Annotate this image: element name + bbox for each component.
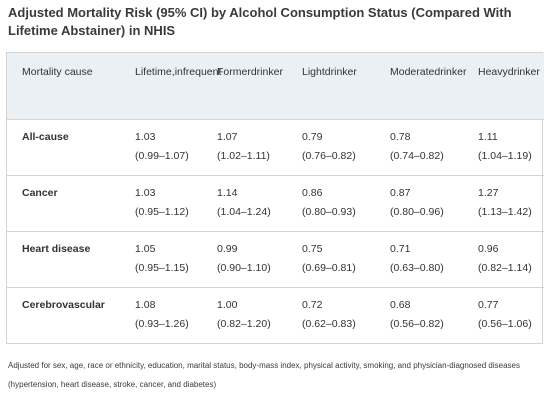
table-cell: 0.68 (0.56–0.82) (390, 298, 444, 330)
table-row: Cerebrovascular 1.08 (0.93–1.26) 1.00 (0.8… (7, 287, 544, 343)
header-former-drinker: Formerdrinker (202, 53, 287, 120)
header-light-drinker: Lightdrinker (287, 53, 375, 120)
table-cell: 0.72 (0.62–0.83) (302, 298, 356, 330)
table-header-row: Mortality cause Lifetime,infrequent Form… (7, 53, 544, 120)
header-moderate-drinker: Moderatedrinker (375, 53, 466, 120)
table-cell: 0.75 (0.69–0.81) (287, 231, 375, 288)
table-cell: 1.05 (0.95–1.15) (120, 231, 202, 288)
table-cell: 0.71 (0.63–0.80) (375, 231, 463, 288)
table-footnote: Adjusted for sex, age, race or ethnicity… (8, 361, 520, 389)
mortality-table: Mortality cause Lifetime,infrequent Form… (7, 53, 544, 343)
table-cell: 1.11 (1.04–1.19) (463, 119, 544, 176)
table-cell: 0.99 (0.90–1.10) (202, 231, 287, 288)
table-cell: 1.03 (0.95–1.12) (120, 175, 202, 232)
table-cell: 0.87 (0.80–0.96) (375, 175, 463, 232)
table-cell: 0.78 (0.74–0.82) (375, 119, 463, 176)
row-label-cerebrovascular: Cerebrovascular (22, 298, 105, 311)
table-row: Cancer 1.03 (0.95–1.12) 1.14 (1.04–1.24) 0… (7, 175, 544, 232)
row-label-heart-disease: Heart disease (7, 231, 120, 288)
table-cell: 1.14 (1.04–1.24) (202, 175, 287, 232)
table-cell: 1.00 (0.82–1.20) (217, 298, 271, 330)
row-label-all-cause: All-cause (7, 119, 120, 176)
header-heavy-drinker: Heavydrinker (463, 53, 544, 120)
table-cell: 0.86 (0.80–0.93) (287, 175, 375, 232)
table-cell: 0.96 (0.82–1.14) (463, 231, 544, 288)
header-lifetime-infrequent: Lifetime,infrequent (120, 53, 221, 120)
mortality-table-container: Mortality cause Lifetime,infrequent Form… (6, 52, 544, 344)
table-title: Adjusted Mortality Risk (95% CI) by Alco… (8, 5, 512, 38)
table-row: Heart disease 1.05 (0.95–1.15) 0.99 (0.90–… (7, 231, 544, 288)
table-cell: 1.27 (1.13–1.42) (463, 175, 544, 232)
header-mortality-cause: Mortality cause (7, 53, 120, 120)
table-cell: 1.07 (1.02–1.11) (202, 119, 287, 176)
table-cell: 0.79 (0.76–0.82) (287, 119, 375, 176)
row-label-cancer: Cancer (7, 175, 120, 232)
table-cell: 1.03 (0.99–1.07) (120, 119, 202, 176)
table-cell: 0.77 (0.56–1.06) (478, 298, 532, 330)
table-cell: 1.08 (0.93–1.26) (135, 298, 189, 330)
table-row: All-cause 1.03 (0.99–1.07) 1.07 (1.02–1.11… (7, 119, 544, 176)
